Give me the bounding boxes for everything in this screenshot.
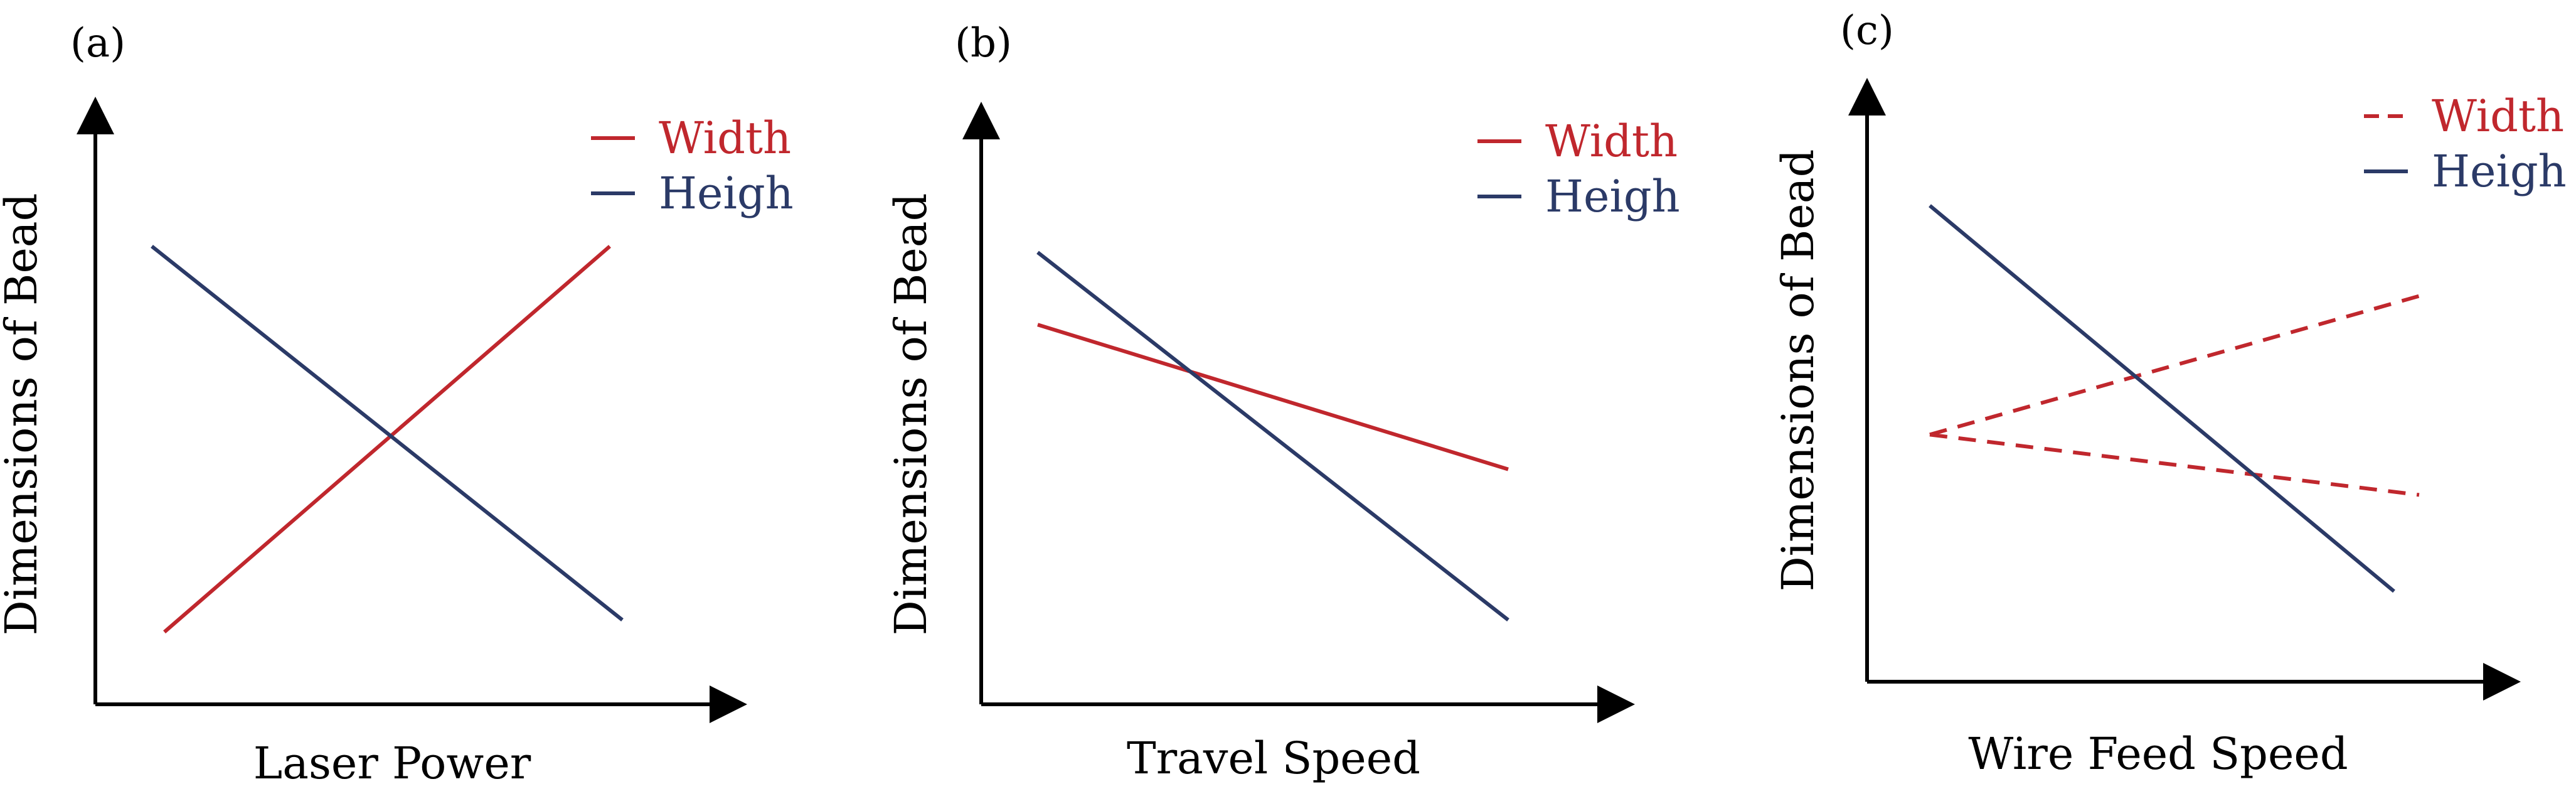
x-axis-label: Laser Power xyxy=(253,738,531,789)
series-line-width xyxy=(163,245,611,634)
panel-label: (b) xyxy=(955,20,1012,67)
legend-label-heigh: Heigh xyxy=(2432,146,2567,197)
y-axis-label: Dimensions of Bead xyxy=(1772,149,1824,592)
legend-label-width: Width xyxy=(659,112,791,164)
legend-label-heigh: Heigh xyxy=(659,168,794,219)
series-line-heigh xyxy=(1036,250,1509,621)
series-line-heigh xyxy=(151,245,624,621)
panel-label: (a) xyxy=(70,20,125,67)
legend-label-width: Width xyxy=(2432,90,2564,142)
y-axis-label: Dimensions of Bead xyxy=(0,193,47,636)
x-axis-label: Travel Speed xyxy=(1127,733,1420,784)
series-line-width xyxy=(1037,323,1509,471)
x-axis-label: Wire Feed Speed xyxy=(1968,728,2348,780)
y-axis-label: Dimensions of Bead xyxy=(885,193,937,636)
panel-label: (c) xyxy=(1840,8,1894,54)
legend-label-width: Width xyxy=(1545,116,1678,167)
series-line-width-lower xyxy=(1929,433,2420,497)
series-line-width xyxy=(1929,294,2420,437)
legend-label-heigh: Heigh xyxy=(1545,171,1680,222)
series-line-heigh xyxy=(1929,204,2395,593)
